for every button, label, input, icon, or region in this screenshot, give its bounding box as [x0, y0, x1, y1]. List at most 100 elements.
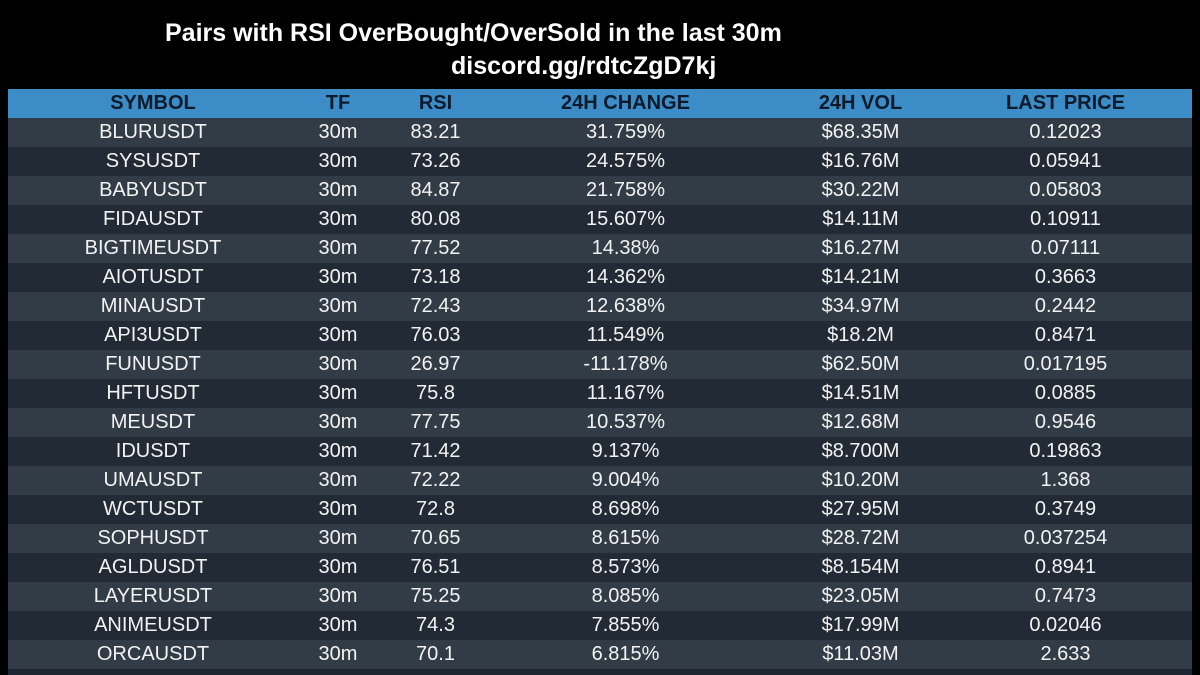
- cell-24h-vol: $27.95M: [821, 498, 900, 520]
- cell-24h-change: 10.537%: [586, 411, 665, 433]
- cell-symbol: SOPHUSDT: [97, 527, 209, 549]
- cell-last-price: 0.7473: [1034, 585, 1097, 607]
- cell-tf: 30m: [318, 353, 358, 375]
- cell-symbol: WCTUSDT: [103, 498, 203, 520]
- table-row: SOPHUSDT 30m 70.65 8.615% $28.72M 0.037254: [8, 524, 1192, 553]
- cell-24h-change: 8.698%: [591, 498, 660, 520]
- cell-symbol: BABYUSDT: [99, 179, 207, 201]
- cell-last-price: 0.10911: [1030, 208, 1101, 230]
- cell-symbol: LAYERUSDT: [93, 585, 213, 607]
- cell-last-price: 0.017195: [1023, 353, 1108, 375]
- cell-last-price: 0.8941: [1034, 556, 1097, 578]
- cell-24h-change: 15.607%: [586, 208, 665, 230]
- header-tf: TF: [325, 92, 351, 114]
- cell-rsi: 72.22: [410, 469, 461, 491]
- cell-24h-vol: $8.154M: [821, 556, 900, 578]
- cell-24h-vol: $10.20M: [821, 469, 900, 491]
- cell-tf: 30m: [318, 614, 358, 636]
- table-row: ANIMEUSDT 30m 74.3 7.855% $17.99M 0.02046: [8, 611, 1192, 640]
- cell-last-price: 0.0885: [1034, 382, 1097, 404]
- cell-tf: 30m: [318, 411, 358, 433]
- page-title: Pairs with RSI OverBought/OverSold in th…: [165, 19, 782, 47]
- cell-symbol: MINAUSDT: [100, 295, 206, 317]
- cell-24h-change: 14.362%: [586, 266, 665, 288]
- cell-24h-vol: $17.99M: [821, 614, 900, 636]
- cell-tf: 30m: [318, 498, 358, 520]
- cell-24h-vol: $23.05M: [821, 585, 900, 607]
- cell-24h-change: 24.575%: [586, 150, 665, 172]
- cell-tf: 30m: [318, 266, 358, 288]
- cell-24h-vol: $28.72M: [821, 527, 900, 549]
- table-row: API3USDT 30m 76.03 11.549% $18.2M 0.8471: [8, 321, 1192, 350]
- cell-24h-change: 12.638%: [586, 295, 665, 317]
- cell-24h-vol: $16.76M: [821, 150, 900, 172]
- cell-tf: 30m: [318, 585, 358, 607]
- cell-rsi: 73.26: [410, 150, 461, 172]
- cell-symbol: UMAUSDT: [103, 469, 203, 491]
- cell-rsi: 26.97: [410, 353, 461, 375]
- cell-24h-change: -11.178%: [583, 353, 668, 375]
- cell-last-price: 0.12023: [1029, 121, 1102, 143]
- header-24h-change: 24H CHANGE: [561, 92, 690, 114]
- cell-24h-change: 21.758%: [586, 179, 665, 201]
- cell-last-price: 0.02046: [1029, 614, 1102, 636]
- cell-symbol: ANIMEUSDT: [94, 614, 212, 636]
- cell-24h-change: 31.759%: [586, 121, 665, 143]
- cell-last-price: 2.633: [1040, 643, 1091, 665]
- cell-rsi: 72.43: [410, 295, 461, 317]
- cell-rsi: 73.18: [410, 266, 461, 288]
- cell-24h-change: 8.573%: [591, 556, 660, 578]
- cell-24h-vol: $14.11M: [822, 208, 899, 230]
- cell-24h-vol: $18.2M: [827, 324, 894, 346]
- cell-symbol: MEUSDT: [110, 411, 196, 433]
- cell-24h-change: 8.615%: [591, 527, 660, 549]
- cell-tf: 30m: [318, 469, 358, 491]
- cell-rsi: 74.3: [416, 614, 455, 636]
- cell-24h-change: 11.549%: [586, 324, 665, 346]
- table-row: IDUSDT 30m 71.42 9.137% $8.700M 0.19863: [8, 437, 1192, 466]
- cell-24h-change: 6.815%: [591, 643, 660, 665]
- cell-symbol: BLURUSDT: [99, 121, 207, 143]
- cell-24h-change: 11.167%: [586, 382, 665, 404]
- cell-tf: 30m: [318, 527, 358, 549]
- table-row: ORCAUSDT 30m 70.1 6.815% $11.03M 2.633: [8, 640, 1192, 669]
- cell-24h-vol: $16.27M: [821, 237, 900, 259]
- cell-last-price: 0.19863: [1029, 440, 1102, 462]
- cell-rsi: 75.25: [410, 585, 461, 607]
- table-row: WCTUSDT 30m 72.8 8.698% $27.95M 0.3749: [8, 495, 1192, 524]
- table-body: BLURUSDT 30m 83.21 31.759% $68.35M 0.12023 SYS…: [8, 118, 1192, 669]
- cell-tf: 30m: [318, 237, 358, 259]
- cell-24h-vol: $62.50M: [821, 353, 900, 375]
- header-last-price: LAST PRICE: [1006, 92, 1125, 114]
- table-row: AGLDUSDT 30m 76.51 8.573% $8.154M 0.8941: [8, 553, 1192, 582]
- cell-rsi: 77.75: [410, 411, 461, 433]
- cell-rsi: 75.8: [416, 382, 455, 404]
- cell-24h-vol: $12.68M: [821, 411, 900, 433]
- cell-symbol: ORCAUSDT: [96, 643, 210, 665]
- cell-tf: 30m: [318, 121, 358, 143]
- cell-24h-vol: $30.22M: [821, 179, 900, 201]
- header-24h-vol: 24H VOL: [818, 92, 903, 114]
- cell-rsi: 83.21: [410, 121, 461, 143]
- table-row: FUNUSDT 30m 26.97 -11.178% $62.50M 0.017195: [8, 350, 1192, 379]
- cell-rsi: 71.42: [410, 440, 461, 462]
- cell-last-price: 1.368: [1040, 469, 1091, 491]
- cell-tf: 30m: [318, 324, 358, 346]
- cell-last-price: 0.8471: [1034, 324, 1097, 346]
- cell-24h-change: 9.137%: [591, 440, 660, 462]
- cell-symbol: API3USDT: [104, 324, 202, 346]
- cell-24h-vol: $14.51M: [821, 382, 900, 404]
- cell-tf: 30m: [318, 440, 358, 462]
- cell-rsi: 72.8: [416, 498, 455, 520]
- table-row: MINAUSDT 30m 72.43 12.638% $34.97M 0.2442: [8, 292, 1192, 321]
- cell-24h-vol: $68.35M: [821, 121, 900, 143]
- header-symbol: SYMBOL: [110, 92, 196, 114]
- cell-last-price: 0.05941: [1029, 150, 1102, 172]
- cell-tf: 30m: [318, 382, 358, 404]
- cell-rsi: 84.87: [410, 179, 461, 201]
- cell-rsi: 80.08: [410, 208, 461, 230]
- cell-24h-change: 9.004%: [591, 469, 660, 491]
- cell-rsi: 76.03: [410, 324, 461, 346]
- table-row: AIOTUSDT 30m 73.18 14.362% $14.21M 0.3663: [8, 263, 1192, 292]
